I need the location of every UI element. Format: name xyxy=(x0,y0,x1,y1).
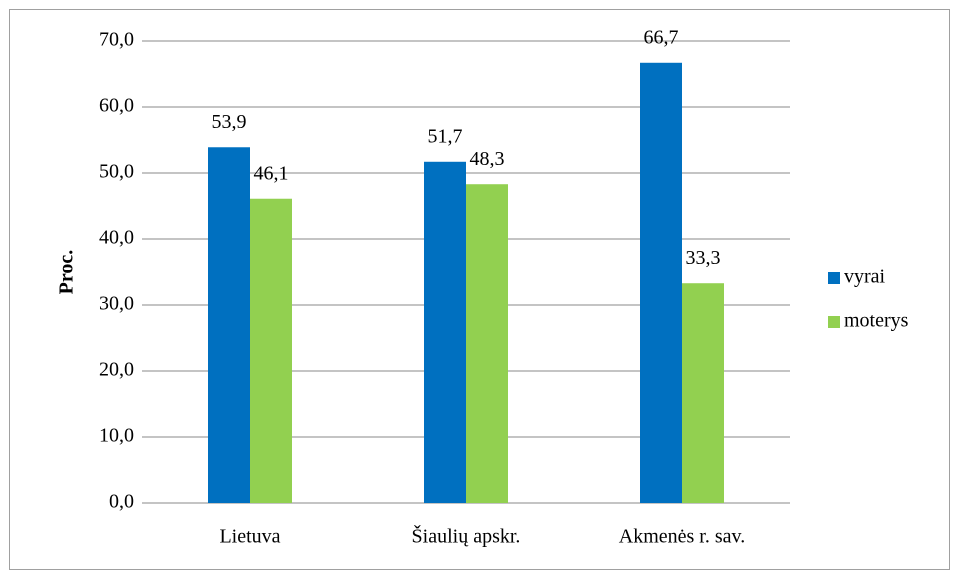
y-tick-label: 20,0 xyxy=(99,359,134,381)
bar xyxy=(424,161,466,503)
bar xyxy=(640,62,682,503)
data-label: 46,1 xyxy=(254,162,289,184)
bar xyxy=(682,283,724,503)
legend-label: vyrai xyxy=(844,266,886,288)
x-tick-label: Lietuva xyxy=(219,526,280,548)
legend-label: moterys xyxy=(844,310,909,332)
y-tick-label: 0,0 xyxy=(109,491,134,513)
data-label: 33,3 xyxy=(686,247,721,269)
bar xyxy=(208,147,250,503)
legend-swatch xyxy=(828,272,840,284)
data-label: 53,9 xyxy=(212,111,247,133)
data-label: 48,3 xyxy=(470,148,505,170)
y-tick-label: 70,0 xyxy=(99,29,134,51)
bar xyxy=(466,184,508,503)
data-label: 51,7 xyxy=(428,125,463,147)
y-tick-label: 60,0 xyxy=(99,95,134,117)
data-label: 66,7 xyxy=(644,26,679,48)
y-axis-label: Proc. xyxy=(56,250,78,295)
x-tick-label: Šiaulių apskr. xyxy=(412,524,521,548)
y-tick-label: 40,0 xyxy=(99,227,134,249)
x-tick-label: Akmenės r. sav. xyxy=(619,526,745,548)
y-tick-label: 30,0 xyxy=(99,293,134,315)
y-tick-label: 10,0 xyxy=(99,425,134,447)
legend-swatch xyxy=(828,316,840,328)
bar xyxy=(250,198,292,504)
y-tick-label: 50,0 xyxy=(99,161,134,183)
